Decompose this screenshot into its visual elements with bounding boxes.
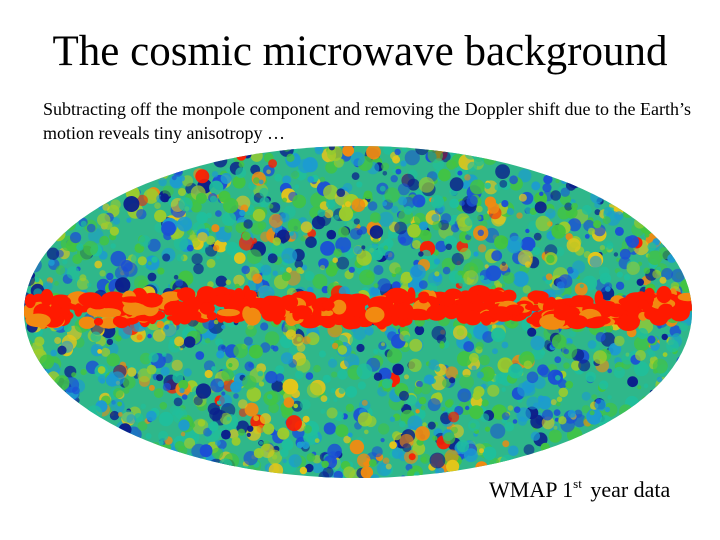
slide-title: The cosmic microwave background xyxy=(52,28,668,75)
slide-subtitle: Subtracting off the monpole component an… xyxy=(43,99,692,143)
cmb-sky-map-graphic xyxy=(24,146,692,478)
caption-suffix: year data xyxy=(584,477,671,502)
cmb-sky-map xyxy=(22,144,694,480)
data-source-caption: WMAP 1st year data xyxy=(489,476,670,503)
caption-superscript: st xyxy=(573,476,582,491)
caption-prefix: WMAP 1 xyxy=(489,477,574,502)
galactic-plane-band xyxy=(24,285,692,331)
